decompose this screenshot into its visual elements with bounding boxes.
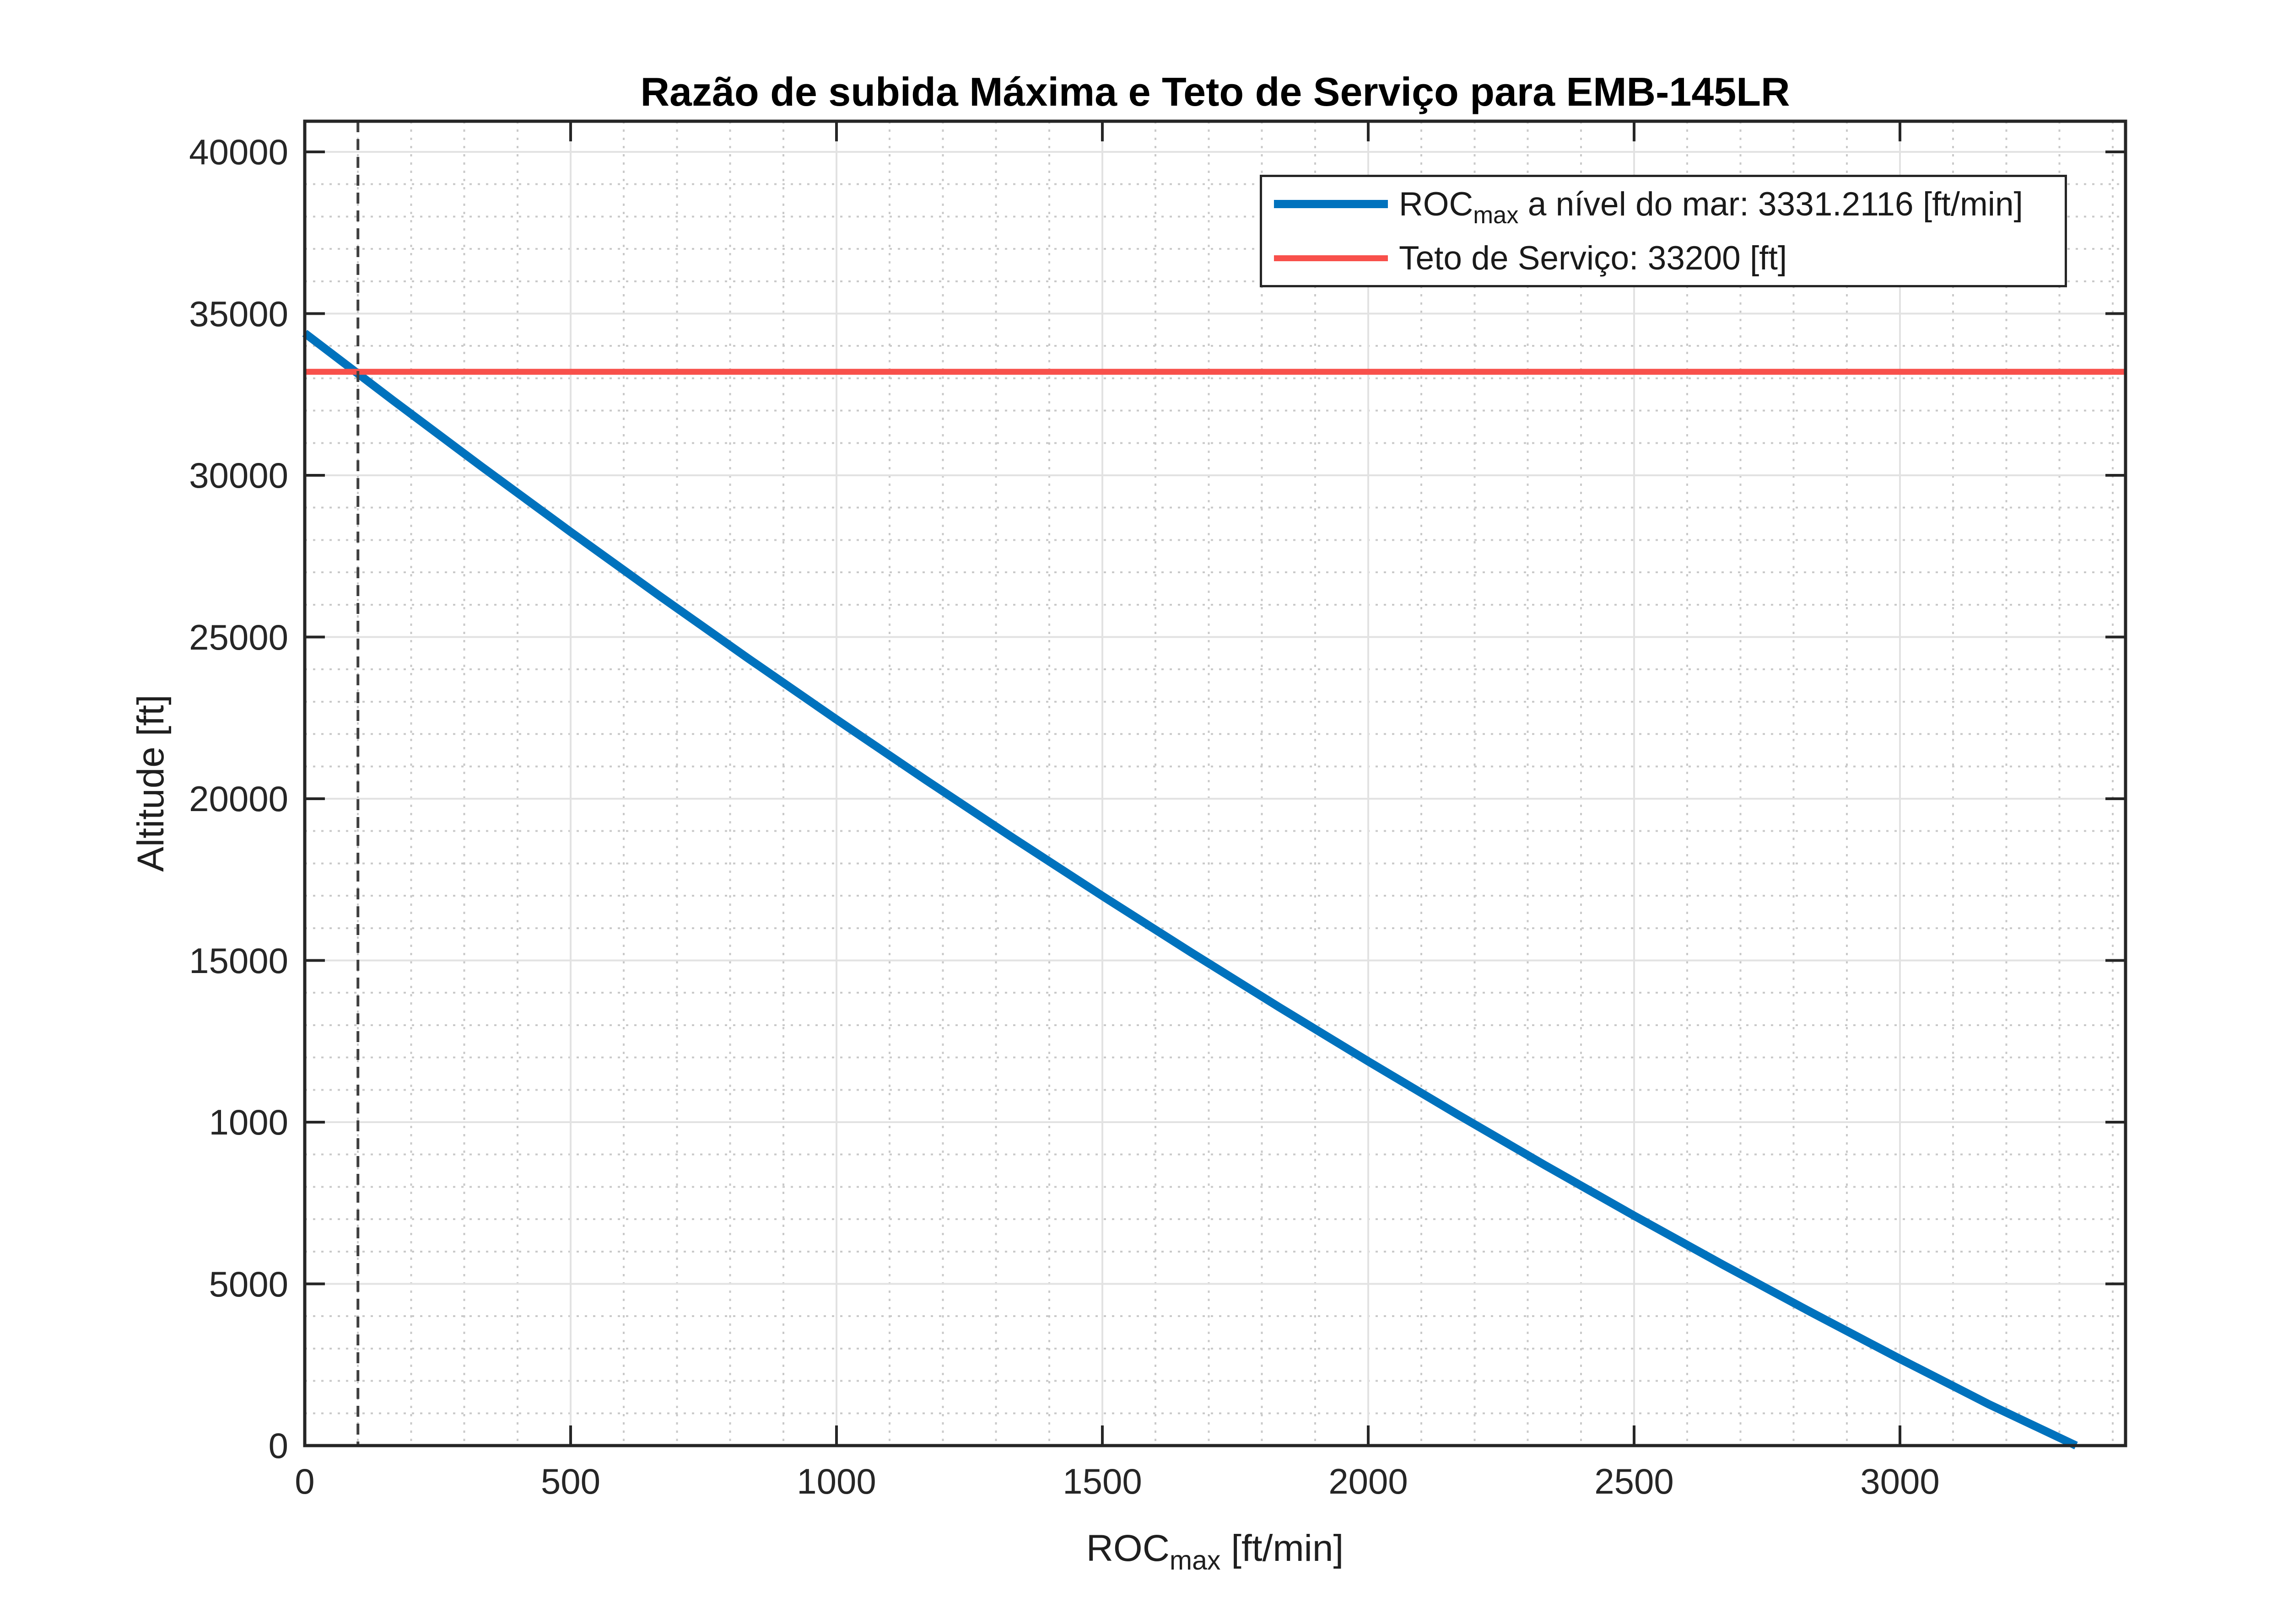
x-axis-label: ROCmax [ft/min] xyxy=(1086,1527,1344,1576)
y-axis-label: Altitude [ft] xyxy=(130,694,172,872)
legend-swatch-red-line xyxy=(1274,255,1388,261)
legend-swatch-blue-line xyxy=(1274,200,1388,208)
x-tick-label: 2000 xyxy=(1328,1461,1408,1501)
legend-label-ceiling: Teto de Serviço: 33200 [ft] xyxy=(1399,239,1787,277)
x-tick-label: 3000 xyxy=(1860,1461,1940,1501)
chart-title: Razão de subida Máxima e Teto de Serviço… xyxy=(640,69,1790,114)
y-tick-label: 0 xyxy=(268,1425,288,1466)
y-tick-label: 5000 xyxy=(209,1264,288,1304)
x-axis-label-pre: ROC xyxy=(1086,1527,1170,1569)
x-axis-label-post: [ft/min] xyxy=(1220,1527,1344,1569)
y-tick-label: 20000 xyxy=(189,779,288,819)
x-tick-label: 2500 xyxy=(1594,1461,1674,1501)
y-tick-label: 30000 xyxy=(189,455,288,495)
legend-roc-subscript: max xyxy=(1473,201,1519,229)
legend-label-roc: ROCmax a nível do mar: 3331.2116 [ft/min… xyxy=(1399,185,2023,229)
y-tick-label: 1000 xyxy=(209,1102,288,1142)
y-tick-label: 35000 xyxy=(189,293,288,334)
x-axis-label-subscript: max xyxy=(1169,1545,1221,1576)
y-tick-label: 25000 xyxy=(189,617,288,657)
legend-item-ceiling: Teto de Serviço: 33200 [ft] xyxy=(1262,231,2065,285)
x-tick-label: 500 xyxy=(540,1461,601,1501)
x-tick-label: 1000 xyxy=(797,1461,876,1501)
legend-item-roc: ROCmax a nível do mar: 3331.2116 [ft/min… xyxy=(1262,177,2065,231)
x-tick-label: 1500 xyxy=(1063,1461,1142,1501)
legend: ROCmax a nível do mar: 3331.2116 [ft/min… xyxy=(1260,175,2067,287)
y-tick-label: 40000 xyxy=(189,132,288,172)
y-tick-label: 15000 xyxy=(189,940,288,981)
x-tick-label: 0 xyxy=(295,1461,315,1501)
